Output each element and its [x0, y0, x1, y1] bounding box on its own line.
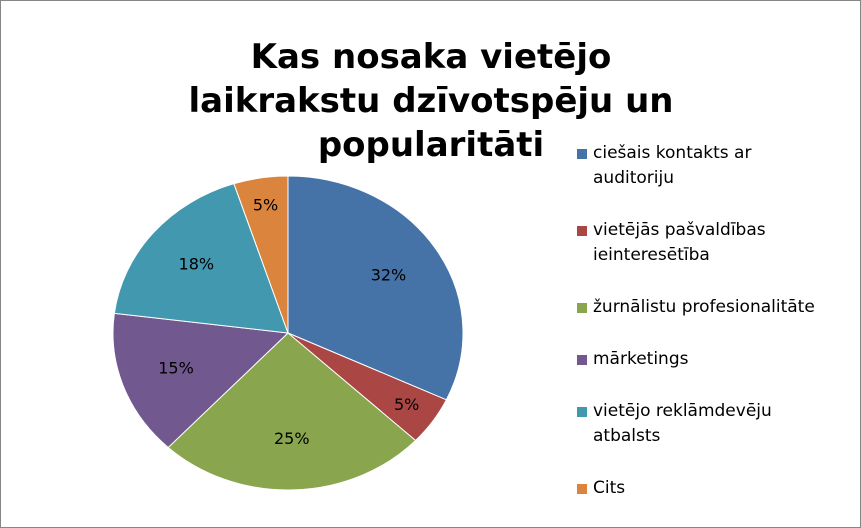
legend-item: ciešais kontakts ar auditoriju: [577, 141, 852, 191]
pie-slice: [233, 175, 289, 334]
legend-item: mārketings: [577, 347, 852, 372]
legend-swatch: [577, 226, 587, 236]
data-label: 5%: [394, 395, 419, 414]
data-label: 18%: [179, 254, 215, 273]
pie-slice: [112, 312, 290, 449]
legend-item: vietējo reklāmdevēju atbalsts: [577, 399, 852, 449]
legend-swatch: [577, 303, 587, 313]
data-label: 32%: [371, 265, 407, 284]
legend-item: Cits: [577, 476, 852, 501]
legend-item: vietējās pašvaldības ieinteresētība: [577, 218, 852, 268]
legend-swatch: [577, 407, 587, 417]
legend-label: Cits: [593, 478, 626, 498]
legend-label: vietējo reklāmdevēju atbalsts: [593, 401, 772, 446]
legend-swatch: [577, 149, 587, 159]
legend-swatch: [577, 355, 587, 365]
pie-slice: [167, 332, 417, 491]
legend-item: žurnālistu profesionalitāte: [577, 295, 852, 320]
chart-title: Kas nosaka vietējo laikrakstu dzīvotspēj…: [188, 37, 674, 165]
data-label: 15%: [158, 359, 194, 378]
legend-label: ciešais kontakts ar auditoriju: [593, 143, 752, 188]
pie-slice: [113, 183, 289, 334]
legend-label: mārketings: [593, 349, 689, 369]
legend: ciešais kontakts ar auditoriju vietējās p…: [577, 141, 852, 501]
legend-label: žurnālistu profesionalitāte: [593, 297, 815, 317]
legend-label: vietējās pašvaldības ieinteresētība: [593, 220, 766, 265]
legend-swatch: [577, 484, 587, 494]
data-label: 5%: [253, 195, 278, 214]
pie-slice: [287, 175, 464, 401]
data-label: 25%: [274, 429, 310, 448]
